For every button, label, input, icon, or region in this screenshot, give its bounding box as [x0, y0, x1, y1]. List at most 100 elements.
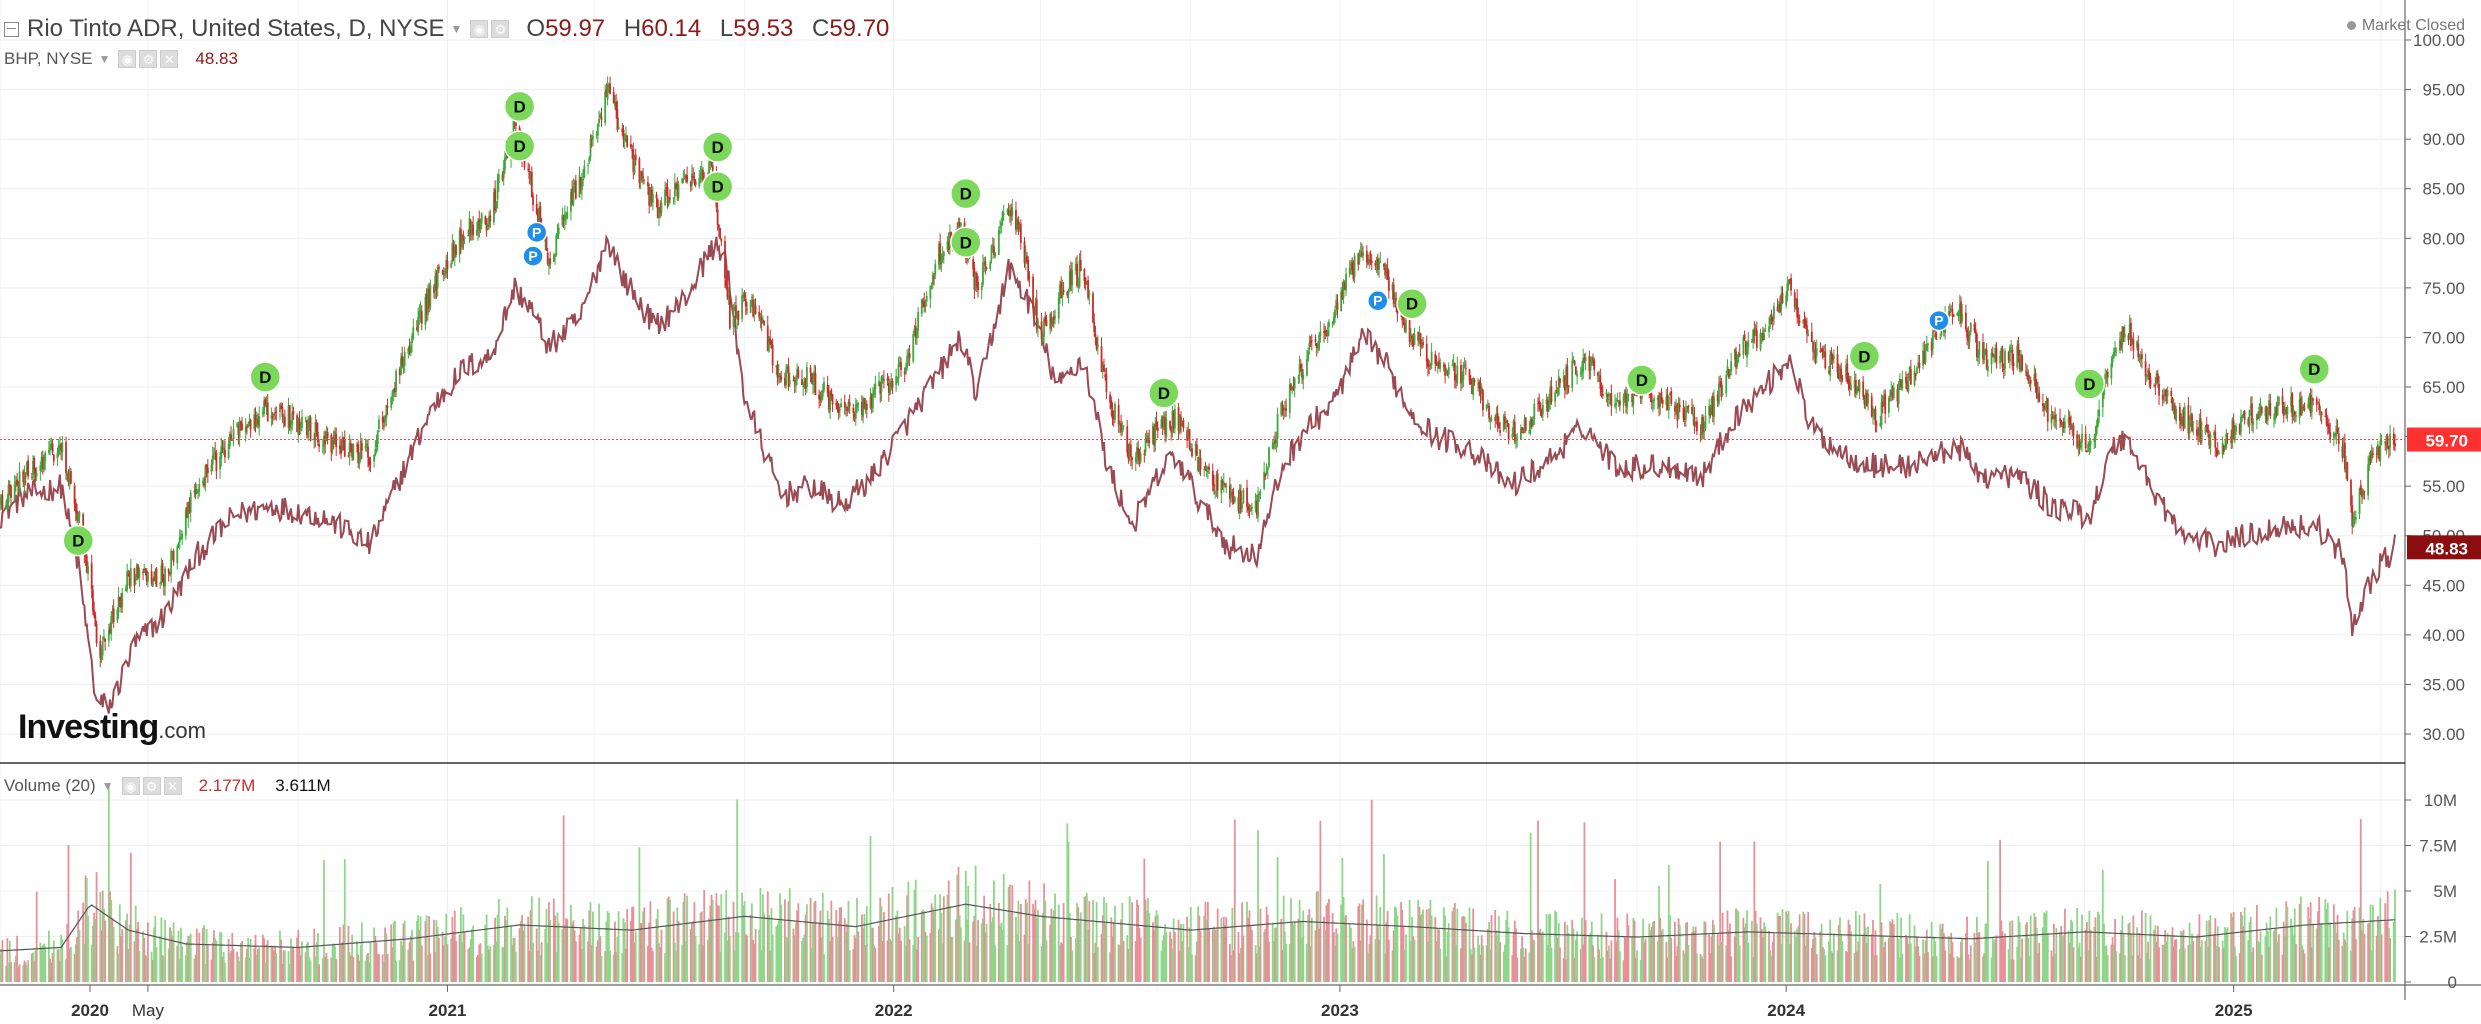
- chevron-down-icon[interactable]: ▼: [101, 779, 114, 793]
- candle: [1172, 410, 1175, 434]
- y-tick-label: 75.00: [2422, 279, 2465, 298]
- volume-bar: [127, 949, 130, 982]
- visibility-icon[interactable]: ◉: [470, 20, 489, 38]
- volume-bar: [1512, 932, 1515, 982]
- candle: [1274, 431, 1277, 449]
- candle: [1461, 371, 1464, 389]
- volume-bar: [1177, 919, 1180, 982]
- settings-icon[interactable]: ⚙: [139, 50, 158, 68]
- volume-bar: [631, 907, 633, 982]
- settings-icon[interactable]: ⚙: [491, 20, 510, 38]
- p-marker[interactable]: P: [522, 245, 544, 267]
- close-icon[interactable]: ✕: [160, 50, 179, 68]
- main-symbol-title[interactable]: Rio Tinto ADR, United States, D, NYSE: [27, 15, 445, 42]
- p-marker[interactable]: P: [1367, 289, 1389, 312]
- candle: [1391, 281, 1394, 300]
- visibility-icon[interactable]: ◉: [121, 777, 140, 795]
- candle: [1435, 355, 1438, 367]
- candle: [2378, 445, 2381, 462]
- candle: [2214, 424, 2217, 457]
- candle: [1730, 352, 1733, 376]
- dividend-marker[interactable]: D: [1396, 287, 1428, 320]
- candle: [338, 436, 341, 455]
- dividend-marker[interactable]: D: [701, 170, 734, 203]
- volume-bar: [2199, 946, 2202, 982]
- candle: [2094, 426, 2097, 448]
- volume-bar: [1137, 904, 1140, 982]
- dividend-marker[interactable]: D: [1148, 377, 1180, 409]
- volume-bar: [2183, 948, 2186, 982]
- volume-bar: [2332, 904, 2335, 982]
- visibility-icon[interactable]: ◉: [118, 50, 137, 68]
- p-marker[interactable]: P: [1928, 309, 1950, 332]
- candle: [656, 198, 659, 219]
- volume-bar: [282, 950, 285, 982]
- dividend-marker[interactable]: D: [2073, 368, 2106, 400]
- compare-symbol-title[interactable]: BHP, NYSE: [4, 49, 93, 68]
- candle: [753, 298, 756, 322]
- volume-bar: [1528, 952, 1531, 982]
- dividend-marker[interactable]: D: [503, 90, 536, 123]
- candle: [826, 375, 829, 398]
- candle: [1101, 361, 1104, 379]
- volume-bar: [539, 955, 542, 982]
- dividend-marker[interactable]: D: [1626, 364, 1658, 396]
- candle: [1879, 416, 1882, 428]
- volume-bar: [1376, 924, 1379, 982]
- candle: [2317, 401, 2319, 404]
- volume-bar: [929, 933, 932, 982]
- dividend-marker[interactable]: D: [249, 361, 282, 393]
- volume-bar: [2120, 930, 2123, 982]
- volume-bar: [831, 936, 834, 982]
- dividend-marker[interactable]: D: [950, 177, 982, 210]
- candle: [1095, 337, 1098, 352]
- volume-title[interactable]: Volume (20): [4, 776, 96, 795]
- volume-bar: [2238, 953, 2241, 982]
- candle: [1222, 472, 1225, 493]
- candle: [1233, 495, 1236, 504]
- volume-bar: [1872, 920, 1874, 982]
- close-icon[interactable]: ✕: [163, 777, 182, 795]
- volume-bar: [1171, 948, 1174, 982]
- volume-bar: [2121, 915, 2124, 982]
- volume-bar: [1830, 951, 1833, 982]
- dividend-marker[interactable]: D: [950, 226, 982, 259]
- volume-bar: [1633, 920, 1636, 982]
- chevron-down-icon[interactable]: ▼: [98, 52, 111, 66]
- settings-icon[interactable]: ⚙: [142, 777, 161, 795]
- volume-bar: [237, 956, 240, 982]
- collapse-icon[interactable]: [4, 21, 19, 37]
- candle: [56, 447, 59, 467]
- dividend-marker[interactable]: D: [701, 131, 734, 163]
- volume-bar: [2016, 946, 2019, 982]
- volume-bar: [770, 908, 773, 982]
- dividend-marker[interactable]: D: [2298, 353, 2331, 385]
- dividend-marker[interactable]: D: [62, 524, 94, 557]
- volume-bar: [1445, 956, 1448, 982]
- volume-bar: [2310, 947, 2313, 982]
- candle: [1259, 488, 1262, 500]
- candle: [211, 446, 214, 472]
- candle: [623, 133, 626, 150]
- volume-bar: [1917, 946, 1920, 982]
- volume-bar: [2094, 917, 2097, 982]
- dividend-marker[interactable]: D: [503, 130, 536, 162]
- volume-bar: [632, 906, 635, 982]
- volume-bar: [1909, 943, 1912, 982]
- y-tick-label: 30.00: [2422, 725, 2465, 744]
- volume-bar: [332, 943, 335, 982]
- candle: [1392, 277, 1395, 308]
- candle: [1417, 331, 1420, 347]
- candle: [1049, 312, 1052, 335]
- chevron-down-icon[interactable]: ▼: [450, 22, 463, 36]
- volume-bar: [1246, 901, 1248, 982]
- candle: [1995, 341, 1998, 369]
- volume-bar: [445, 913, 448, 982]
- candle: [1615, 397, 1618, 414]
- candle: [121, 588, 124, 614]
- p-marker[interactable]: P: [525, 221, 548, 244]
- candle: [1342, 279, 1345, 305]
- dividend-marker[interactable]: D: [1848, 340, 1881, 373]
